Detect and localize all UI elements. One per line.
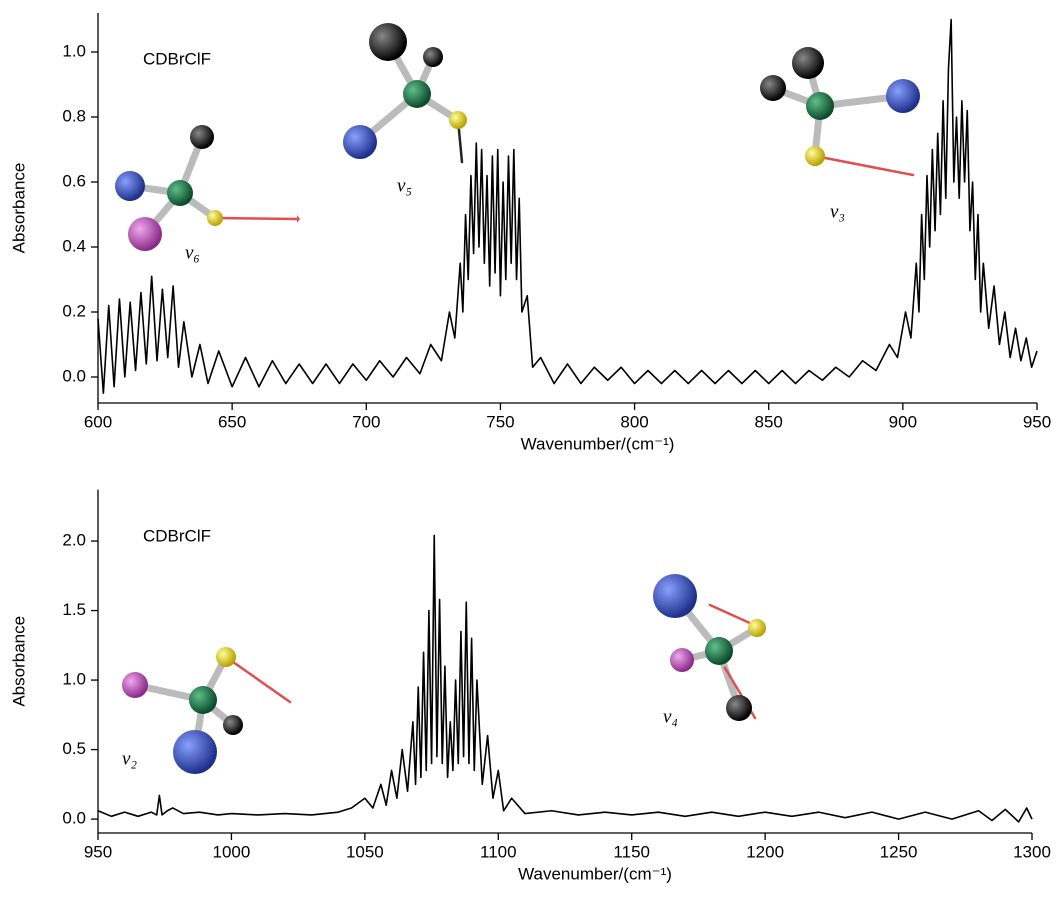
x-axis-label: Wavenumber/(cm⁻¹) <box>521 434 675 453</box>
x-tick-label: 1250 <box>880 842 918 861</box>
mode-label: ν₆ <box>185 242 200 263</box>
page: 600 650 700 750 800 850 900 950 0.0 0.2 0.4 0.6 0.8 1… <box>0 0 1056 913</box>
x-tick-label: 650 <box>218 412 246 431</box>
y-tick-label: 0.2 <box>62 301 86 320</box>
y-tick-label: 2.0 <box>62 531 86 550</box>
molecule-nu3 <box>760 47 920 175</box>
y-axis-label: Absorbance <box>9 616 28 707</box>
mode-label: ν₃ <box>830 201 845 222</box>
x-tick-label: 1000 <box>213 842 251 861</box>
molecule-label: CDBrClF <box>143 49 211 68</box>
molecule-illustrations <box>115 23 920 774</box>
spectrum-line <box>98 535 1032 821</box>
x-tick-label: 800 <box>620 412 648 431</box>
y-tick-label: 0.5 <box>62 739 86 758</box>
x-tick-label: 950 <box>84 842 112 861</box>
x-tick-label: 1100 <box>480 842 517 861</box>
x-tick-label: 750 <box>486 412 514 431</box>
molecule-label: CDBrClF <box>143 526 211 545</box>
y-axis-label: Absorbance <box>9 163 28 254</box>
x-tick-label: 1300 <box>1013 842 1051 861</box>
y-tick-label: 0.6 <box>62 171 86 190</box>
mode-label: ν₄ <box>663 706 678 727</box>
y-tick-label: 1.0 <box>62 670 86 689</box>
x-tick-label: 950 <box>1023 412 1051 431</box>
x-tick-label: 1150 <box>613 842 650 861</box>
x-tick-label: 1050 <box>346 842 384 861</box>
x-tick-label: 850 <box>755 412 783 431</box>
x-tick-label: 600 <box>84 412 112 431</box>
molecule-nu5 <box>343 23 467 162</box>
figure: 600 650 700 750 800 850 900 950 0.0 0.2 0.4 0.6 0.8 1… <box>0 0 1056 908</box>
mode-label: ν₂ <box>122 748 137 769</box>
x-tick-label: 900 <box>889 412 917 431</box>
y-tick-label: 0.0 <box>62 366 86 385</box>
molecule-nu6 <box>115 125 300 251</box>
panel: 600 650 700 750 800 850 900 950 0.0 0.2 0.4 0.6 0.8 1… <box>9 13 1051 453</box>
molecule-nu4 <box>653 574 766 721</box>
y-tick-label: 1.5 <box>62 600 86 619</box>
y-tick-label: 0.0 <box>62 809 86 828</box>
spectrum-line <box>98 20 1037 394</box>
y-tick-label: 0.8 <box>62 106 86 125</box>
mode-label: ν₅ <box>397 175 412 196</box>
molecule-nu2 <box>122 647 290 774</box>
y-tick-label: 0.4 <box>62 236 86 255</box>
panel: 950 1000 1050 1100 1150 1200 1250 1300 0.0 0.5 1.0… <box>9 490 1050 884</box>
x-tick-label: 1200 <box>746 842 784 861</box>
x-axis-label: Wavenumber/(cm⁻¹) <box>518 864 672 883</box>
y-tick-label: 1.0 <box>62 41 86 60</box>
x-tick-label: 700 <box>352 412 380 431</box>
